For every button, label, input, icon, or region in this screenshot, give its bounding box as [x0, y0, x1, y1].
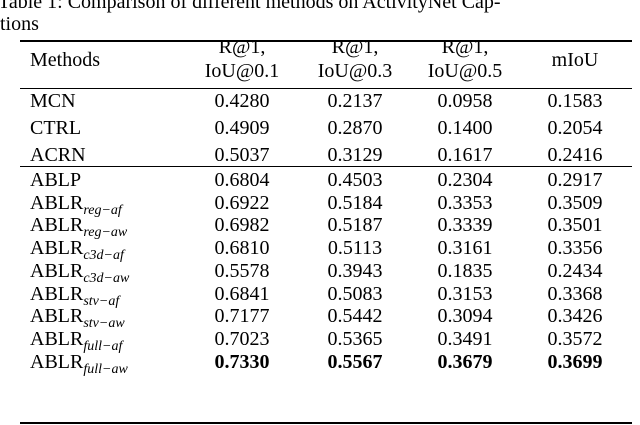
- header-cell: R@1,: [331, 36, 379, 58]
- header-cell: R@1,: [441, 36, 489, 58]
- method-subscript: full−af: [83, 338, 123, 354]
- table-cell: 0.5578: [214, 259, 270, 282]
- table-cell: 0.3353: [437, 191, 493, 214]
- method-subscript: c3d−aw: [83, 270, 130, 286]
- header-cell: Methods: [30, 49, 100, 71]
- table-cell: 0.3153: [437, 282, 493, 305]
- table-cell: 0.3368: [547, 282, 603, 305]
- rule: [20, 40, 632, 42]
- method-name: ABLRreg−af: [30, 191, 122, 218]
- table-cell: 0.4503: [327, 169, 383, 191]
- table-cell: 0.3509: [547, 191, 603, 214]
- method-base: ACRN: [30, 144, 86, 166]
- table-cell: 0.4280: [214, 90, 270, 112]
- method-base: ABLR: [30, 259, 84, 282]
- caption-line: Table 1: Comparison of different methods…: [0, 0, 501, 13]
- method-subscript: reg−af: [83, 202, 122, 218]
- table-cell: 0.6982: [214, 214, 270, 237]
- method-name: ACRN: [30, 145, 86, 165]
- table-cell: 0.3094: [437, 305, 493, 328]
- method-base: ABLR: [30, 327, 84, 350]
- method-base: ABLR: [30, 214, 84, 237]
- table-cell: 0.1583: [547, 90, 603, 112]
- method-subscript: stv−af: [83, 293, 120, 309]
- method-name: MCN: [30, 91, 76, 111]
- method-name: ABLRc3d−aw: [30, 259, 129, 286]
- table-cell: 0.5442: [327, 305, 383, 328]
- table-cell: 0.3129: [327, 144, 383, 166]
- table-cell: 0.2870: [327, 117, 383, 139]
- table-cell: 0.6810: [214, 237, 270, 260]
- method-name: ABLP: [30, 170, 81, 190]
- table-cell: 0.3501: [547, 214, 603, 237]
- table-cell: 0.6804: [214, 169, 270, 191]
- table-cell: 0.2137: [327, 90, 383, 112]
- table-cell: 0.3943: [327, 259, 383, 282]
- method-base: ABLR: [30, 305, 84, 328]
- method-subscript: stv−aw: [83, 316, 125, 332]
- table-cell: 0.5083: [327, 282, 383, 305]
- method-base: ABLR: [30, 191, 84, 214]
- method-name: ABLRc3d−af: [30, 237, 124, 263]
- method-name: ABLRreg−aw: [30, 214, 127, 240]
- table-cell: 0.3356: [547, 237, 603, 260]
- table-cell: 0.0958: [437, 90, 493, 112]
- method-name: ABLRstv−aw: [30, 305, 125, 331]
- table-cell: 0.5113: [327, 237, 383, 260]
- table-cell: 0.3339: [437, 214, 493, 237]
- table-cell: 0.5184: [327, 191, 383, 214]
- method-base: ABLR: [30, 237, 84, 260]
- method-name: ABLRfull−af: [30, 327, 122, 354]
- method-base: ABLR: [30, 350, 84, 373]
- header-cell: IoU@0.1: [204, 60, 280, 82]
- rule: [20, 422, 632, 424]
- table-cell: 0.1400: [437, 117, 493, 139]
- rule: [20, 166, 632, 167]
- table-cell: 0.1835: [437, 259, 493, 282]
- table-cell: 0.1617: [437, 144, 493, 166]
- table-cell: 0.5037: [214, 144, 270, 166]
- method-name: ABLRstv−af: [30, 282, 119, 309]
- table-cell: 0.2416: [547, 144, 603, 166]
- caption-line: tions: [0, 13, 39, 35]
- table-cell: 0.3699: [547, 350, 603, 373]
- table-cell: 0.5567: [327, 350, 383, 373]
- method-base: MCN: [30, 90, 76, 112]
- header-cell: R@1,: [218, 36, 266, 58]
- method-name: CTRL: [30, 118, 81, 138]
- table-cell: 0.7023: [214, 327, 270, 350]
- table-cell: 0.2304: [437, 169, 493, 191]
- table-cell: 0.4909: [214, 117, 270, 139]
- method-subscript: c3d−af: [83, 248, 124, 264]
- table-cell: 0.2054: [547, 117, 603, 139]
- table-cell: 0.3491: [437, 327, 493, 350]
- table-cell: 0.5365: [327, 327, 383, 350]
- table-cell: 0.7177: [214, 305, 270, 328]
- header-cell: mIoU: [551, 49, 599, 71]
- header-cell: IoU@0.5: [427, 60, 503, 82]
- method-subscript: full−aw: [83, 361, 128, 377]
- table-cell: 0.3161: [437, 237, 493, 260]
- method-base: ABLR: [30, 282, 84, 305]
- method-subscript: reg−aw: [83, 225, 128, 241]
- method-base: ABLP: [30, 169, 82, 191]
- table-cell: 0.6922: [214, 191, 270, 214]
- method-base: CTRL: [30, 117, 82, 139]
- table-cell: 0.2917: [547, 169, 603, 191]
- table-cell: 0.6841: [214, 282, 270, 305]
- table-cell: 0.3426: [547, 305, 603, 328]
- method-name: ABLRfull−aw: [30, 350, 128, 377]
- table-cell: 0.5187: [327, 214, 383, 237]
- header-cell: IoU@0.3: [317, 60, 393, 82]
- rule: [20, 88, 632, 89]
- table-cell: 0.3679: [437, 350, 493, 373]
- table-cell: 0.3572: [547, 327, 603, 350]
- table-cell: 0.7330: [214, 350, 270, 373]
- table-cell: 0.2434: [547, 259, 603, 282]
